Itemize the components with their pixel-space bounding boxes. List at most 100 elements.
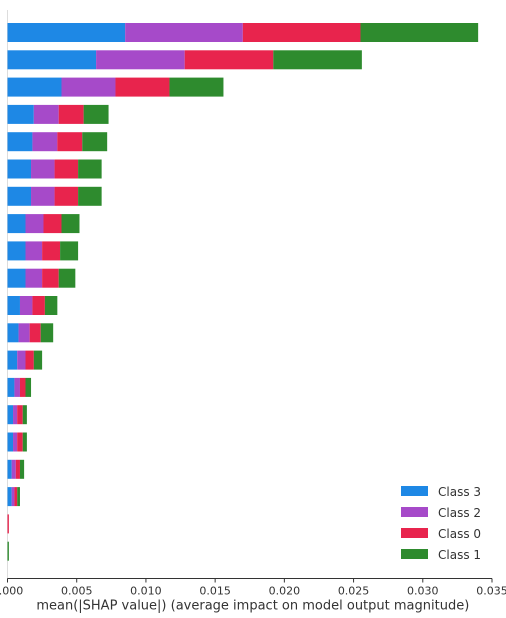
bar-row-14 xyxy=(7,377,32,397)
bar-segment-row7-class-1 xyxy=(78,186,102,206)
bar-row-4 xyxy=(7,104,109,124)
bar-segment-row6-class-2 xyxy=(31,159,55,179)
bar-segment-row9-class-1 xyxy=(60,241,79,261)
bar-segment-row16-class-3 xyxy=(7,432,14,452)
bar-segment-row16-class-0 xyxy=(17,432,23,452)
bar-segment-row3-class-1 xyxy=(169,77,224,97)
bar-segment-row10-class-1 xyxy=(58,268,76,288)
bar-segment-row10-class-3 xyxy=(7,268,26,288)
legend-swatch-class-3 xyxy=(401,486,428,496)
bar-row-17 xyxy=(7,459,25,479)
bar-row-9 xyxy=(7,241,79,261)
bar-segment-row2-class-1 xyxy=(273,50,362,70)
bar-row-3 xyxy=(7,77,224,97)
bar-segment-row14-class-1 xyxy=(25,377,32,397)
bar-segment-row6-class-1 xyxy=(78,159,102,179)
bar-segment-row14-class-3 xyxy=(7,377,15,397)
bar-segment-row17-class-3 xyxy=(7,459,12,479)
bar-segment-row2-class-3 xyxy=(7,50,97,70)
plot-bars xyxy=(7,10,479,579)
bar-segment-row4-class-1 xyxy=(83,104,109,124)
bar-row-13 xyxy=(7,350,43,370)
bar-segment-row18-class-3 xyxy=(7,487,12,507)
bar-segment-row1-class-3 xyxy=(7,23,126,42)
bar-segment-row18-class-2 xyxy=(11,487,15,507)
x-tick-label-1: 0.005 xyxy=(61,585,93,598)
bar-segment-row9-class-2 xyxy=(25,241,43,261)
bar-segment-row11-class-0 xyxy=(32,296,45,315)
bar-segment-row7-class-2 xyxy=(31,186,55,206)
bar-segment-row7-class-0 xyxy=(54,186,79,206)
x-axis-label: mean(|SHAP value|) (average impact on mo… xyxy=(36,599,469,614)
bar-segment-row18-class-0 xyxy=(14,487,18,507)
bar-segment-row19-class-0 xyxy=(7,514,9,534)
bar-segment-row6-class-3 xyxy=(7,159,32,179)
bar-segment-row16-class-1 xyxy=(22,432,27,452)
bar-segment-row1-class-2 xyxy=(125,23,243,42)
bar-segment-row9-class-3 xyxy=(7,241,26,261)
bar-segment-row2-class-0 xyxy=(184,50,274,70)
bar-segment-row15-class-1 xyxy=(22,405,27,425)
bar-segment-row14-class-0 xyxy=(19,377,26,397)
x-tick-label-2: 0.010 xyxy=(130,585,162,598)
bar-segment-row17-class-2 xyxy=(11,459,16,479)
bar-row-7 xyxy=(7,186,102,206)
bar-segment-row17-class-1 xyxy=(19,459,25,479)
legend-swatch-class-2 xyxy=(401,507,428,517)
bar-segment-row14-class-2 xyxy=(14,377,20,397)
bar-segment-row5-class-0 xyxy=(57,132,83,152)
bar-segment-row6-class-0 xyxy=(54,159,79,179)
bar-row-2 xyxy=(7,50,362,70)
bar-segment-row15-class-2 xyxy=(13,405,18,425)
bar-segment-row1-class-1 xyxy=(360,23,479,42)
legend-swatch-class-0 xyxy=(401,528,428,538)
legend-label-class-1: Class 1 xyxy=(438,548,481,562)
bar-row-1 xyxy=(7,23,479,42)
bar-segment-row10-class-0 xyxy=(42,268,59,288)
bar-segment-row17-class-0 xyxy=(15,459,20,479)
bar-segment-row12-class-3 xyxy=(7,323,19,343)
bar-segment-row8-class-0 xyxy=(43,214,62,234)
x-tick-label-4: 0.020 xyxy=(269,585,301,598)
x-tick-label-0: 0.000 xyxy=(0,585,23,598)
bar-row-15 xyxy=(7,405,27,425)
bar-segment-row7-class-3 xyxy=(7,186,32,206)
bar-row-16 xyxy=(7,432,27,452)
x-axis: 0.000 0.005 0.010 0.015 0.020 0.025 0.030 0.035… xyxy=(0,578,506,614)
bar-segment-row4-class-2 xyxy=(33,104,59,124)
bar-row-20 xyxy=(7,541,9,561)
bar-segment-row5-class-2 xyxy=(32,132,58,152)
legend-label-class-2: Class 2 xyxy=(438,506,481,520)
bar-segment-row11-class-1 xyxy=(44,296,58,315)
bar-segment-row18-class-1 xyxy=(17,487,20,507)
bar-row-19 xyxy=(7,514,9,534)
bar-segment-row8-class-3 xyxy=(7,214,26,234)
bar-row-18 xyxy=(7,487,20,507)
bar-segment-row15-class-0 xyxy=(17,405,23,425)
bar-segment-row8-class-2 xyxy=(25,214,44,234)
x-tick-label-7: 0.035 xyxy=(476,585,506,598)
bar-segment-row5-class-1 xyxy=(82,132,108,152)
bar-segment-row8-class-1 xyxy=(61,214,80,234)
bar-segment-row13-class-1 xyxy=(33,350,43,370)
bar-segment-row20-class-1 xyxy=(7,541,9,561)
bar-segment-row15-class-3 xyxy=(7,405,14,425)
bar-segment-row9-class-0 xyxy=(42,241,61,261)
bar-segment-row1-class-0 xyxy=(242,23,361,42)
x-tick-label-6: 0.030 xyxy=(407,585,439,598)
bar-segment-row12-class-2 xyxy=(18,323,30,343)
bar-segment-row13-class-0 xyxy=(25,350,34,370)
bar-segment-row13-class-3 xyxy=(7,350,18,370)
legend-label-class-3: Class 3 xyxy=(438,485,481,499)
bar-segment-row5-class-3 xyxy=(7,132,33,152)
bar-segment-row4-class-3 xyxy=(7,104,34,124)
bar-segment-row2-class-2 xyxy=(96,50,185,70)
bar-row-6 xyxy=(7,159,102,179)
bar-row-8 xyxy=(7,214,80,234)
bar-segment-row12-class-0 xyxy=(29,323,41,343)
legend-swatch-class-1 xyxy=(401,549,428,559)
legend: Class 3 Class 2 Class 0 Class 1 xyxy=(401,485,481,562)
bar-segment-row11-class-2 xyxy=(19,296,33,315)
bar-segment-row3-class-2 xyxy=(61,77,116,97)
